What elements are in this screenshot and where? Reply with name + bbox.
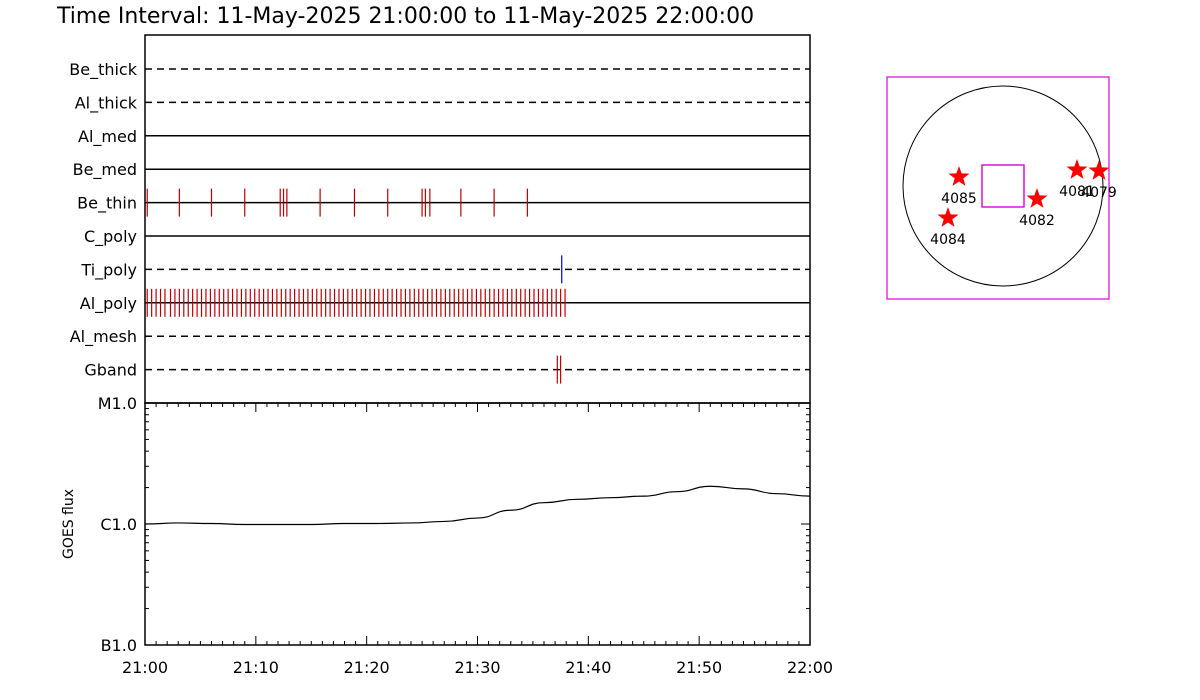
region-star bbox=[1026, 188, 1048, 208]
goes-flux-line bbox=[144, 485, 811, 526]
x-tick-label: 22:00 bbox=[787, 658, 833, 677]
channel-label-be_thin: Be_thin bbox=[77, 194, 137, 214]
solar-limb bbox=[902, 85, 1104, 287]
region-star bbox=[1088, 160, 1110, 180]
filter-timeline-panel: Be_thick Al_thick Al_med Be_med Be_thin C_pol… bbox=[69, 34, 811, 404]
fov-box bbox=[981, 164, 1025, 208]
x-tick-label: 21:40 bbox=[565, 658, 611, 677]
channel-label-c_poly: C_poly bbox=[84, 227, 137, 247]
y-axis-label: GOES flux bbox=[61, 489, 77, 559]
channel-label-be_med: Be_med bbox=[73, 160, 137, 180]
channel-label-al_mesh: Al_mesh bbox=[70, 327, 137, 347]
region-label: 4082 bbox=[1019, 213, 1055, 229]
x-tick-label: 21:10 bbox=[233, 658, 279, 677]
channel-label-be_thick: Be_thick bbox=[69, 60, 137, 80]
channel-label-al_poly: Al_poly bbox=[80, 294, 137, 314]
channel-label-gband: Gband bbox=[84, 361, 137, 380]
page-title: Time Interval: 11-May-2025 21:00:00 to 1… bbox=[56, 4, 754, 29]
region-label: 4081 bbox=[1059, 184, 1095, 200]
region-label: 4079 bbox=[1081, 185, 1117, 201]
x-tick-label: 21:50 bbox=[676, 658, 722, 677]
x-tick-label: 21:00 bbox=[122, 658, 168, 677]
y-tick-label: B1.0 bbox=[101, 636, 137, 655]
x-tick-label: 21:30 bbox=[454, 658, 500, 677]
y-tick-label: C1.0 bbox=[100, 515, 137, 534]
region-star bbox=[1066, 159, 1088, 179]
goes-flux-panel: 21:00 21:10 21:20 21:30 21:40 21:50 22:00 M1.0 C… bbox=[61, 394, 833, 677]
y-tick-label: M1.0 bbox=[98, 394, 137, 413]
region-label: 4085 bbox=[941, 191, 977, 207]
channel-label-al_med: Al_med bbox=[78, 127, 137, 147]
region-label: 4084 bbox=[930, 232, 966, 248]
timeline-frame bbox=[144, 34, 811, 404]
channel-label-ti_poly: Ti_poly bbox=[80, 260, 137, 280]
channel-label-al_thick: Al_thick bbox=[75, 93, 138, 113]
region-star bbox=[948, 166, 970, 186]
x-tick-label: 21:20 bbox=[344, 658, 390, 677]
region-star bbox=[937, 207, 959, 227]
map-frame bbox=[886, 76, 1110, 300]
